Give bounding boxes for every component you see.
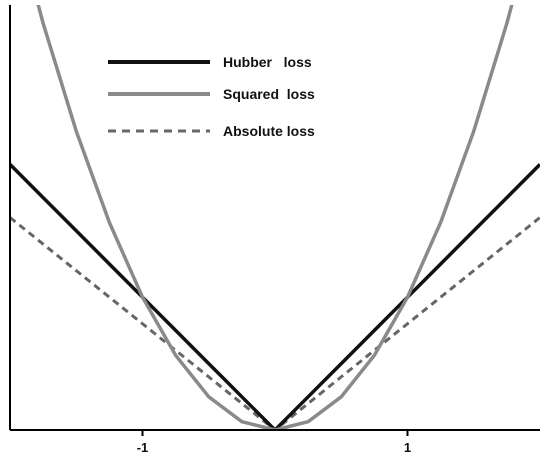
series-layer [10,5,540,430]
axes-layer: -1 1 [9,5,540,455]
legend-label-1: Squared loss [223,86,315,102]
legend: Hubber loss Squared loss Absolute loss [108,54,315,139]
series-line-squared [36,5,514,430]
legend-label-0: Hubber loss [223,54,312,70]
series-line-absolute [10,216,540,430]
legend-label-2: Absolute loss [223,123,315,139]
x-tick-label-0: -1 [137,440,149,455]
series-line-hubber [10,163,540,430]
x-tick-label-1: 1 [404,440,411,455]
